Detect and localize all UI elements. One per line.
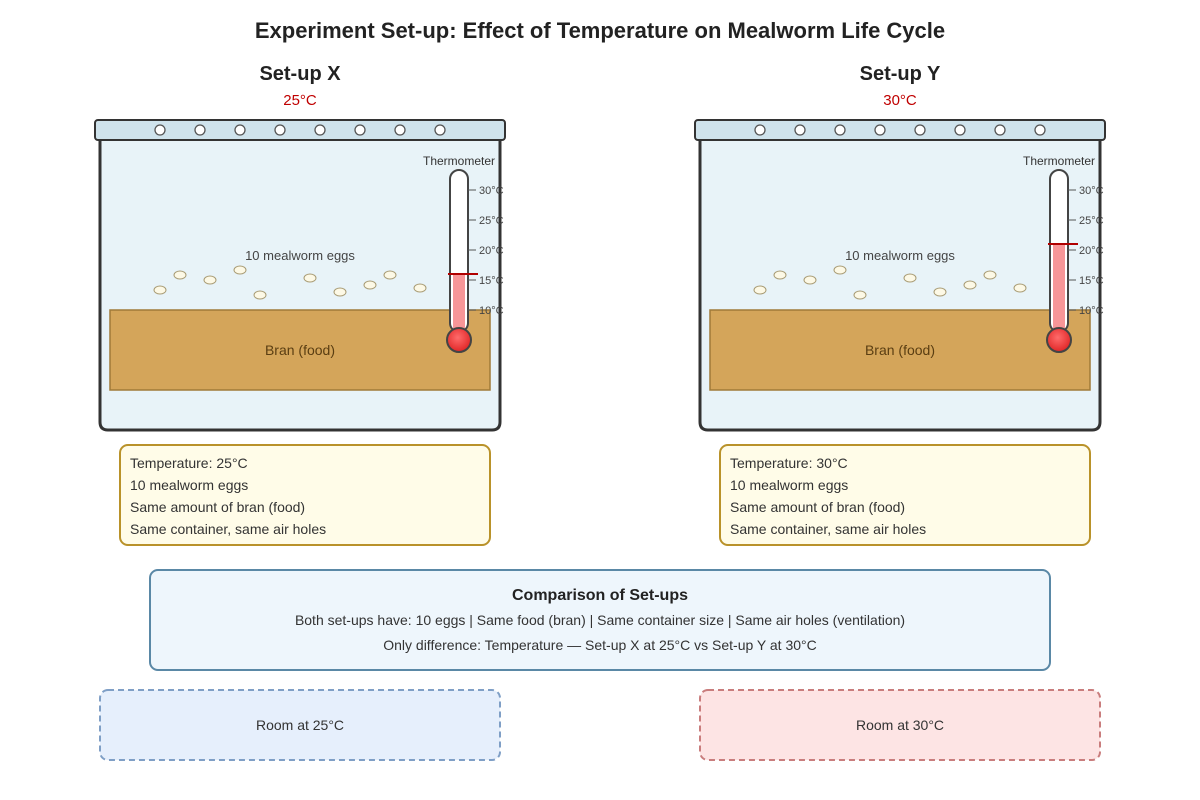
air-hole bbox=[914, 124, 926, 136]
air-hole bbox=[234, 124, 246, 136]
room-label: Room at 30°C bbox=[856, 717, 944, 733]
air-hole bbox=[354, 124, 366, 136]
info-line: Same amount of bran (food) bbox=[730, 499, 905, 515]
mealworm-egg bbox=[413, 283, 427, 293]
mealworm-egg bbox=[773, 270, 787, 280]
bran-layer bbox=[109, 309, 491, 391]
thermometer: Thermometer 30°C 25°C 20°C 15°C 10°C bbox=[423, 154, 504, 353]
air-hole bbox=[434, 124, 446, 136]
info-line: Same amount of bran (food) bbox=[130, 499, 305, 515]
thermometer-fluid bbox=[1053, 244, 1065, 335]
scale-label: 10°C bbox=[1079, 305, 1104, 317]
air-hole bbox=[874, 124, 886, 136]
mealworm-egg bbox=[303, 273, 317, 283]
info-line: Same container, same air holes bbox=[130, 521, 326, 537]
mealworm-egg bbox=[203, 275, 217, 285]
info-line: 10 mealworm eggs bbox=[130, 477, 248, 493]
bran-label: Bran (food) bbox=[865, 342, 935, 358]
air-hole bbox=[834, 124, 846, 136]
room-label: Room at 25°C bbox=[256, 717, 344, 733]
scale-label: 25°C bbox=[1079, 215, 1104, 227]
comparison-title: Comparison of Set-ups bbox=[512, 587, 688, 604]
info-line: Temperature: 30°C bbox=[730, 455, 848, 471]
room-box bbox=[699, 689, 1101, 761]
mealworm-egg bbox=[233, 265, 247, 275]
air-hole bbox=[154, 124, 166, 136]
mealworm-egg bbox=[803, 275, 817, 285]
thermometer: Thermometer 30°C 25°C 20°C 15°C 10°C bbox=[1023, 154, 1104, 353]
scale-label: 30°C bbox=[1079, 185, 1104, 197]
thermometer-bulb bbox=[446, 327, 472, 353]
info-line: Temperature: 25°C bbox=[130, 455, 248, 471]
eggs-label: 10 mealworm eggs bbox=[845, 248, 955, 263]
mealworm-egg bbox=[853, 290, 867, 300]
air-hole bbox=[994, 124, 1006, 136]
info-line: Same container, same air holes bbox=[730, 521, 926, 537]
eggs-label: 10 mealworm eggs bbox=[245, 248, 355, 263]
thermometer-label: Thermometer bbox=[423, 154, 495, 168]
thermometer-fluid bbox=[453, 274, 465, 335]
mealworm-egg bbox=[903, 273, 917, 283]
air-hole bbox=[794, 124, 806, 136]
setup-heading: Set-up X bbox=[259, 63, 341, 85]
mealworm-egg bbox=[963, 280, 977, 290]
air-hole bbox=[194, 124, 206, 136]
info-box bbox=[719, 444, 1091, 546]
air-hole bbox=[754, 124, 766, 136]
setup-y: Set-up Y 30°C Bran (food) 10 mealworm eggs T… bbox=[694, 63, 1106, 761]
scale-label: 20°C bbox=[1079, 245, 1104, 257]
setup-temperature: 30°C bbox=[883, 92, 917, 109]
mealworm-egg bbox=[363, 280, 377, 290]
scale-label: 30°C bbox=[479, 185, 504, 197]
bran-layer bbox=[709, 309, 1091, 391]
mealworm-egg bbox=[383, 270, 397, 280]
mealworm-egg bbox=[833, 265, 847, 275]
mealworm-egg bbox=[333, 287, 347, 297]
scale-label: 15°C bbox=[1079, 275, 1104, 287]
mealworm-egg bbox=[173, 270, 187, 280]
air-hole bbox=[314, 124, 326, 136]
scale-label: 15°C bbox=[479, 275, 504, 287]
mealworm-egg bbox=[933, 287, 947, 297]
thermometer-bulb bbox=[1046, 327, 1072, 353]
air-hole bbox=[954, 124, 966, 136]
setup-temperature: 25°C bbox=[283, 92, 317, 109]
scale-label: 25°C bbox=[479, 215, 504, 227]
thermometer-label: Thermometer bbox=[1023, 154, 1095, 168]
diagram-title: Experiment Set-up: Effect of Temperature… bbox=[254, 18, 946, 43]
air-hole bbox=[394, 124, 406, 136]
comparison-line-1: Both set-ups have: 10 eggs | Same food (… bbox=[295, 612, 905, 628]
info-box bbox=[119, 444, 491, 546]
air-hole bbox=[1034, 124, 1046, 136]
comparison-panel: Comparison of Set-ups Both set-ups have:… bbox=[149, 569, 1051, 671]
air-hole bbox=[274, 124, 286, 136]
mealworm-egg bbox=[1013, 283, 1027, 293]
mealworm-egg bbox=[153, 285, 167, 295]
setup-x: Set-up X 25°C Bran (food) 10 mealworm eggs T… bbox=[94, 63, 506, 761]
setup-heading: Set-up Y bbox=[860, 63, 941, 85]
bran-label: Bran (food) bbox=[265, 342, 335, 358]
scale-label: 20°C bbox=[479, 245, 504, 257]
mealworm-egg bbox=[753, 285, 767, 295]
mealworm-egg bbox=[983, 270, 997, 280]
scale-label: 10°C bbox=[479, 305, 504, 317]
room-box bbox=[99, 689, 501, 761]
mealworm-egg bbox=[253, 290, 267, 300]
info-line: 10 mealworm eggs bbox=[730, 477, 848, 493]
comparison-line-2: Only difference: Temperature — Set-up X … bbox=[383, 637, 817, 653]
